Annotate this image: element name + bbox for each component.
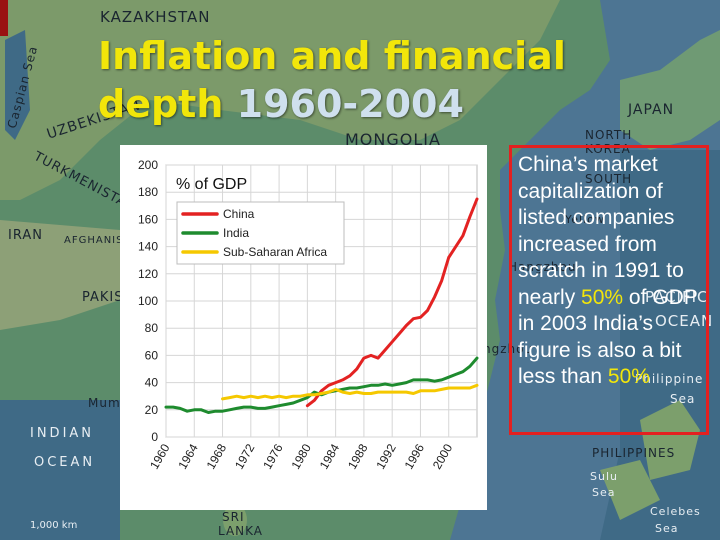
x-tick-label: 1988 — [345, 441, 371, 471]
x-tick-label: 1964 — [175, 441, 201, 471]
map-label-hangzhou: Hangzhou — [508, 260, 577, 274]
y-tick-label: 80 — [145, 321, 159, 335]
chart-annotation: % of GDP — [176, 176, 247, 193]
map-label-sri: SRI — [222, 510, 245, 524]
legend-label-india: India — [223, 226, 249, 240]
slide-title: Inflation and financial depth 1960-2004 — [98, 32, 618, 128]
map-label-indian: INDIAN — [30, 426, 95, 441]
map-label-ocean-pacific: OCEAN — [655, 312, 714, 330]
map-label-japan: JAPAN — [628, 102, 675, 118]
map-label-philippine: Philippine — [635, 372, 704, 386]
callout-highlight-1: 50% — [581, 285, 624, 309]
map-label-sulu-sea: Sea — [592, 486, 616, 499]
map-label-mongolia: MONGOLIA — [345, 130, 441, 149]
map-label-mumbai: Mumb — [88, 396, 130, 410]
y-tick-label: 40 — [145, 376, 159, 390]
map-label-pacific: PACIFIC — [645, 288, 709, 306]
map-label-south: SOUTH — [585, 172, 633, 186]
callout-text-part2: of GDP in 2003 India’s figure is also a … — [518, 285, 698, 389]
map-label-yellow: Yellow — [565, 213, 605, 226]
y-tick-label: 100 — [138, 294, 158, 308]
map-label-ocean-indian: OCEAN — [34, 455, 96, 470]
x-tick-label: 1980 — [288, 441, 314, 471]
y-tick-label: 120 — [138, 267, 158, 281]
callout-box: China’s market capitalization of listed … — [509, 145, 709, 435]
y-tick-label: 140 — [138, 240, 158, 254]
x-tick-label: 1972 — [232, 441, 258, 471]
legend-label-sub-saharan-africa: Sub-Saharan Africa — [223, 245, 327, 259]
map-label-philippines: PHILIPPINES — [592, 446, 676, 460]
x-tick-label: 1996 — [402, 441, 428, 471]
x-tick-label: 1968 — [204, 441, 230, 471]
map-label-iran: IRAN — [8, 228, 43, 243]
map-label-celebes-sea: Sea — [655, 522, 679, 535]
slide-title-years: 1960-2004 — [236, 82, 464, 126]
legend-label-china: China — [223, 207, 255, 221]
callout-highlight-2: 50% — [607, 365, 650, 388]
x-tick-label: 1960 — [147, 441, 173, 471]
map-scale-label: 1,000 km — [30, 520, 78, 531]
callout-text: China’s market capitalization of listed … — [518, 152, 706, 391]
x-tick-label: 2000 — [430, 441, 456, 471]
y-tick-label: 200 — [138, 158, 158, 172]
map-label-afghanistan: AFGHANIS — [64, 235, 124, 246]
y-tick-label: 160 — [138, 212, 158, 226]
series-line-sub-saharan-africa — [221, 383, 479, 401]
chart-series — [164, 197, 479, 414]
map-label-pakistan: PAKIS — [82, 290, 124, 305]
map-label-sulu: Sulu — [590, 470, 618, 483]
map-label-guangzhou: ngzhou — [483, 342, 534, 356]
callout-text-part1: China’s market capitalization of listed … — [518, 153, 684, 309]
slide-title-main: Inflation and financial depth — [98, 34, 566, 126]
chart-panel: 0 20 40 60 80 100 120 140 160 180 200 1960 1964 1968 1… — [120, 145, 487, 510]
x-tick-label: 1984 — [317, 441, 343, 471]
map-label-celebes: Celebes — [650, 505, 701, 518]
chart-legend: China India Sub-Saharan Africa — [176, 201, 345, 265]
map-label-lanka: LANKA — [218, 524, 264, 538]
y-tick-label: 60 — [145, 348, 159, 362]
y-tick-label: 0 — [151, 430, 158, 444]
x-tick-label: 1976 — [260, 441, 286, 471]
map-label-kazakhstan: KAZAKHSTAN — [100, 8, 211, 26]
corner-marker — [0, 0, 8, 36]
map-label-sea-philippine: Sea — [670, 392, 696, 406]
series-line-china — [305, 197, 479, 408]
x-tick-label: 1992 — [373, 441, 399, 471]
y-tick-label: 20 — [145, 403, 159, 417]
y-tick-label: 180 — [138, 185, 158, 199]
